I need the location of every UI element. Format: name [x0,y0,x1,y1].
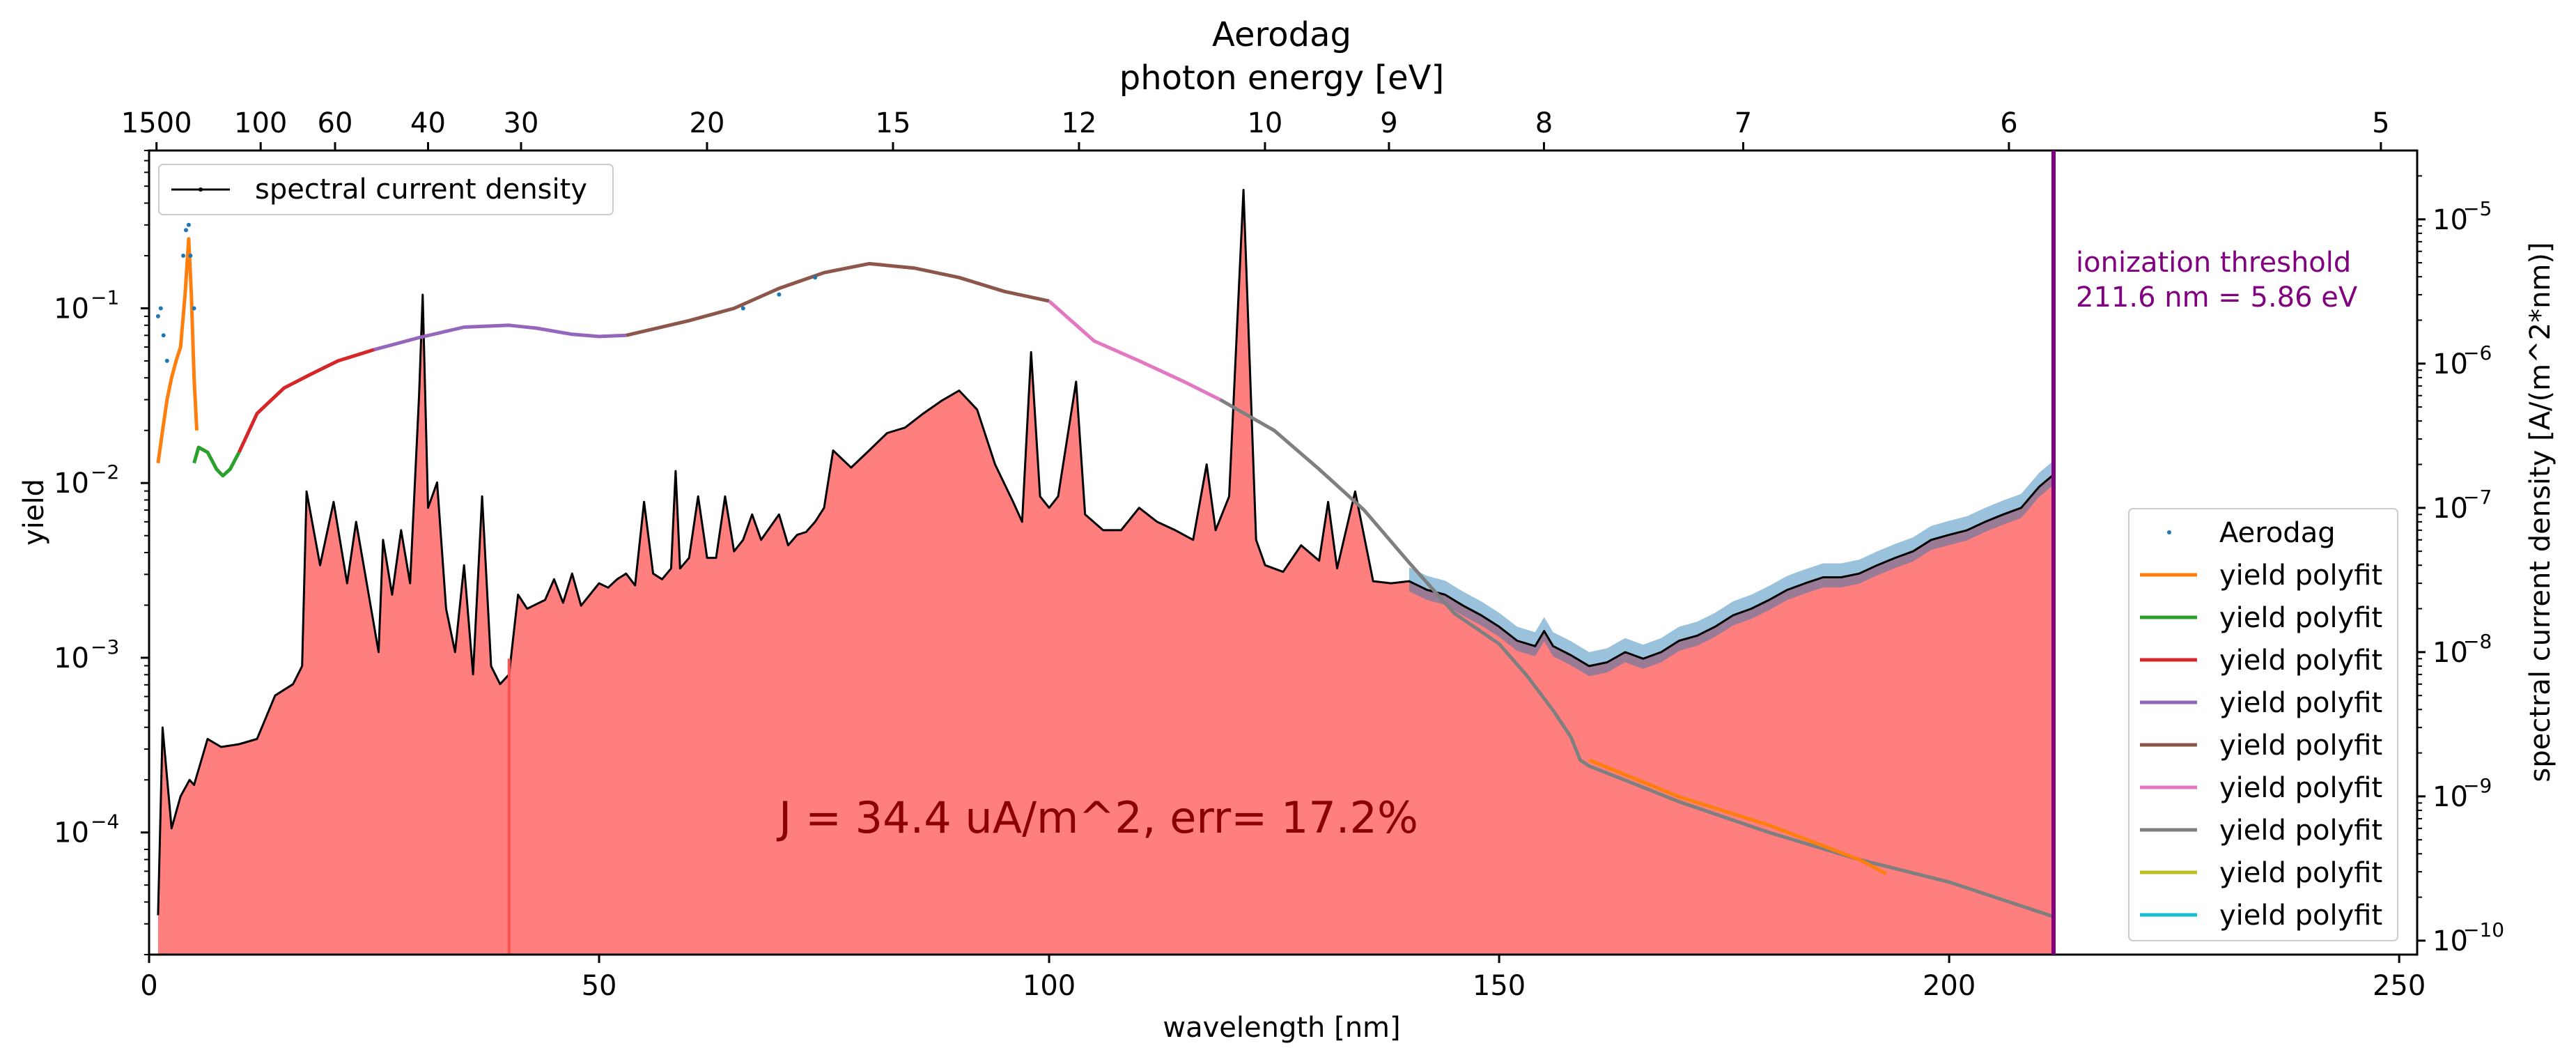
right-y-tick-exponent: −10 [2463,918,2504,941]
top-tick-label: 7 [1735,107,1752,139]
yield-fit-layer [156,237,2054,918]
right-y-tick-label: 10 [2433,348,2468,380]
top-tick-label: 10 [1247,107,1282,139]
left-y-tick-exponent: −3 [91,635,119,658]
left-y-tick-label: 10 [54,642,89,674]
top-tick-label: 12 [1062,107,1097,139]
legend-lower-right-label: yield polyfit [2219,645,2382,677]
yield-polyfit-line [156,237,199,463]
aerodag-data-point [161,333,166,338]
right-y-tick-label: 10 [2433,493,2468,525]
x-axis-label: wavelength [nm] [1163,1012,1400,1044]
yield-polyfit-line [1219,398,2054,918]
top-tick-label: 30 [504,107,539,139]
top-tick-label: 1500 [121,107,192,139]
top-tick-label: 100 [234,107,287,139]
left-y-axis-label: yield [18,479,50,546]
top-tick-label: 5 [2372,107,2389,139]
current-density-annotation: J = 34.4 uA/m^2, err= 17.2% [776,792,1418,843]
right-y-axis-label: spectral current density [A/(m^2*nm)] [2524,242,2556,782]
aerodag-data-point [155,314,160,318]
aerodag-data-point [181,254,186,258]
aerodag-data-point [158,306,163,311]
legend-spectral-label: spectral current density [255,174,587,206]
right-y-tick-exponent: −5 [2463,197,2492,220]
left-y-tick-label: 10 [54,468,89,500]
aerodag-data-point [813,275,818,280]
top-tick-label: 40 [410,107,446,139]
aerodag-data-point [184,228,188,233]
current-density-area-layer [157,189,2054,955]
legend-lower-right-label: yield polyfit [2219,772,2382,804]
right-y-tick-exponent: −7 [2463,486,2492,509]
threshold-annotation-line1: ionization threshold [2076,247,2351,279]
x-tick-label: 50 [582,970,617,1002]
legend-lower-right-label: yield polyfit [2219,560,2382,592]
top-tick-label: 6 [2000,107,2017,139]
right-y-tick-exponent: −8 [2463,630,2492,653]
legend-lower-right-label: yield polyfit [2219,687,2382,719]
top-tick-label: 60 [318,107,353,139]
x-tick-label: 0 [140,970,157,1002]
tick-layer: 0 50 100 150 200 250 1500 100 60 40 30 20 15 12 10 9 8 7 6… [54,107,2504,1002]
right-y-tick-exponent: −6 [2463,341,2492,364]
top-axis-label: photon energy [eV] [1119,59,1444,98]
right-y-tick-label: 10 [2433,781,2468,813]
measured-yield-layer [155,222,818,363]
left-y-tick-exponent: −4 [91,810,119,833]
left-y-tick-label: 10 [54,817,89,849]
top-tick-label: 9 [1380,107,1397,139]
legend-upper-left: spectral current density [158,164,614,215]
legend-lower-right-label: yield polyfit [2219,815,2382,847]
yield-polyfit-line [626,261,1050,337]
legend-lower-right-label: yield polyfit [2219,857,2382,889]
legend-lower-right-label: yield polyfit [2219,900,2382,932]
yield-polyfit-line [1048,300,1221,401]
chart-title: Aerodag [1212,15,1351,54]
x-tick-label: 250 [2373,970,2426,1002]
legend-aerodag-marker-sample [2167,530,2171,534]
aerodag-data-point [188,254,193,258]
yield-polyfit-line [192,445,241,478]
legend-upper-left-box [158,164,614,215]
x-tick-label: 200 [1923,970,1976,1002]
legend-lower-right-label: Aerodag [2219,517,2336,549]
legend-lower-right-label: yield polyfit [2219,602,2382,634]
top-tick-label: 15 [876,107,911,139]
left-y-tick-label: 10 [54,293,89,325]
top-tick-label: 8 [1535,107,1553,139]
legend-lower-right: Aerodag yield polyfit yield polyfit yield p… [2128,508,2398,941]
yield-polyfit-line [1588,758,1887,876]
legend-lower-right-label: yield polyfit [2219,730,2382,762]
right-y-tick-label: 10 [2433,204,2468,236]
aerodag-data-point [777,292,782,297]
yield-polyfit-line [237,348,375,454]
aerodag-data-point [740,306,745,311]
aerodag-data-point [164,358,169,363]
aerodag-data-point [192,306,196,311]
right-y-tick-label: 10 [2433,925,2468,957]
aerodag-data-point [186,222,191,227]
left-y-tick-exponent: −1 [91,286,119,309]
threshold-annotation-line2: 211.6 nm = 5.86 eV [2076,282,2358,314]
left-y-tick-exponent: −2 [91,461,119,484]
current-density-fill [157,190,2054,955]
x-tick-label: 100 [1023,970,1076,1002]
legend-spectral-marker-sample [199,187,203,192]
right-y-tick-exponent: −9 [2463,774,2492,797]
spectral-current-density-line [157,189,2054,916]
yield-polyfit-line [373,323,626,352]
x-tick-label: 150 [1473,970,1526,1002]
top-tick-label: 20 [690,107,725,139]
right-y-tick-label: 10 [2433,637,2468,669]
